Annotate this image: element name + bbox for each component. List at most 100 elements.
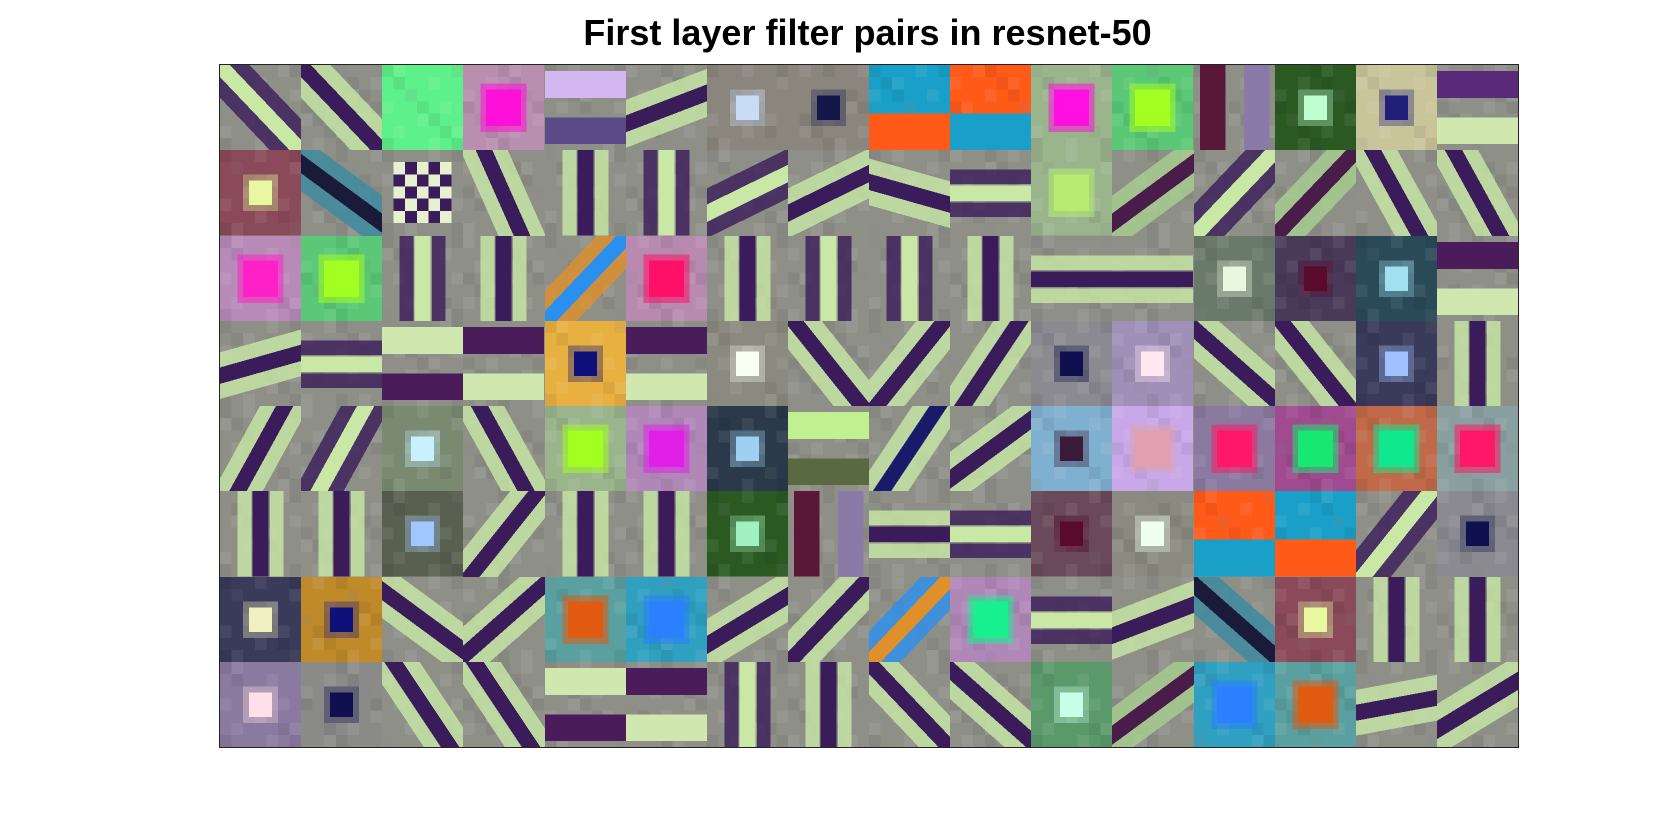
- filter-tile: [301, 65, 383, 151]
- filter-tile: [301, 661, 383, 747]
- filter-tile: [1193, 406, 1275, 492]
- filter-tile: [1436, 576, 1518, 662]
- filter-tile: [1031, 661, 1113, 747]
- filter-tile: [869, 406, 951, 492]
- filter-tile: [544, 491, 626, 577]
- filter-tile: [1112, 65, 1194, 151]
- filter-tile: [544, 235, 626, 321]
- filter-tile: [869, 661, 951, 747]
- filter-tile: [706, 576, 788, 662]
- filter-tile: [544, 320, 626, 406]
- filter-tile: [1274, 406, 1356, 492]
- filter-tile: [220, 661, 302, 747]
- filter-tile: [869, 491, 951, 577]
- filter-tile: [1112, 320, 1194, 406]
- filter-tile: [1436, 65, 1518, 151]
- filter-tile: [706, 150, 788, 236]
- filter-tile: [1193, 235, 1275, 321]
- filter-tile: [544, 406, 626, 492]
- filter-tile: [544, 576, 626, 662]
- filter-tile: [625, 406, 707, 492]
- filter-tile: [787, 65, 869, 151]
- filter-tile: [787, 491, 869, 577]
- filter-tile: [382, 150, 464, 236]
- filter-tile: [950, 235, 1032, 321]
- filter-tile: [301, 235, 383, 321]
- filter-tile: [1355, 235, 1437, 321]
- filter-tile: [220, 491, 302, 577]
- filter-tile: [625, 491, 707, 577]
- filter-tile: [950, 406, 1032, 492]
- filter-tile: [1274, 661, 1356, 747]
- filter-tile: [220, 320, 302, 406]
- filter-tile: [706, 661, 788, 747]
- filter-tile: [787, 235, 869, 321]
- filter-tile: [706, 65, 788, 151]
- filter-tile: [382, 65, 464, 151]
- filter-tile: [1274, 235, 1356, 321]
- filter-tile: [1436, 320, 1518, 406]
- filter-tile: [1193, 661, 1275, 747]
- filter-tile: [1031, 235, 1113, 321]
- filter-tile: [463, 661, 545, 747]
- filter-tile: [869, 65, 951, 151]
- filter-tile: [625, 576, 707, 662]
- filter-tile: [1355, 320, 1437, 406]
- filter-tile: [1112, 150, 1194, 236]
- filter-tile: [1355, 661, 1437, 747]
- filter-tile: [787, 661, 869, 747]
- filter-tile: [1031, 406, 1113, 492]
- filter-tile: [950, 661, 1032, 747]
- filter-tile: [382, 406, 464, 492]
- filter-tile: [1436, 406, 1518, 492]
- filter-tile: [301, 320, 383, 406]
- filter-tile: [463, 65, 545, 151]
- filter-tile: [1031, 576, 1113, 662]
- filter-tile: [950, 320, 1032, 406]
- filter-tile: [625, 320, 707, 406]
- filter-tile: [463, 320, 545, 406]
- filter-tile: [1112, 406, 1194, 492]
- filter-tile: [1112, 235, 1194, 321]
- filter-tile: [301, 150, 383, 236]
- filter-tile: [544, 65, 626, 151]
- filter-tile: [220, 150, 302, 236]
- filter-tile: [301, 491, 383, 577]
- filter-tile: [1112, 661, 1194, 747]
- filter-tile: [1355, 491, 1437, 577]
- filter-tile: [1355, 65, 1437, 151]
- filter-tile: [706, 235, 788, 321]
- filter-tile: [706, 491, 788, 577]
- filter-tile: [787, 576, 869, 662]
- filter-tile: [1436, 150, 1518, 236]
- filter-tile: [625, 235, 707, 321]
- filter-tile: [463, 150, 545, 236]
- filter-tile: [1193, 491, 1275, 577]
- filter-tile: [625, 65, 707, 151]
- filter-tile: [1436, 491, 1518, 577]
- filter-tile: [463, 235, 545, 321]
- filter-tile: [382, 661, 464, 747]
- filter-tile: [787, 150, 869, 236]
- filter-tile: [787, 406, 869, 492]
- filter-tile: [1355, 406, 1437, 492]
- filter-tile: [220, 406, 302, 492]
- filter-tile: [869, 235, 951, 321]
- filter-tile: [1193, 320, 1275, 406]
- filter-tile: [1436, 235, 1518, 321]
- filter-tile: [950, 491, 1032, 577]
- filter-tile: [220, 576, 302, 662]
- filter-tile: [1031, 150, 1113, 236]
- figure-title: First layer filter pairs in resnet-50: [583, 12, 1152, 53]
- filter-tile: [1355, 150, 1437, 236]
- filter-tile: [463, 406, 545, 492]
- filter-tile: [1112, 491, 1194, 577]
- filter-grid: [219, 64, 1519, 748]
- filter-tile: [1274, 576, 1356, 662]
- filter-tile: [1031, 65, 1113, 151]
- filter-tile: [869, 320, 951, 406]
- filter-tile: [625, 150, 707, 236]
- filter-tile: [1355, 576, 1437, 662]
- filter-tile: [220, 65, 302, 151]
- filter-tile: [382, 576, 464, 662]
